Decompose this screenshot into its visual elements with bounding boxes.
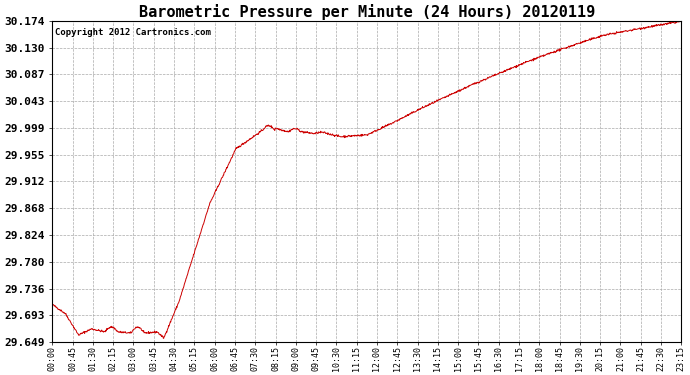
Text: Copyright 2012 Cartronics.com: Copyright 2012 Cartronics.com (55, 28, 211, 37)
Title: Barometric Pressure per Minute (24 Hours) 20120119: Barometric Pressure per Minute (24 Hours… (139, 4, 595, 20)
